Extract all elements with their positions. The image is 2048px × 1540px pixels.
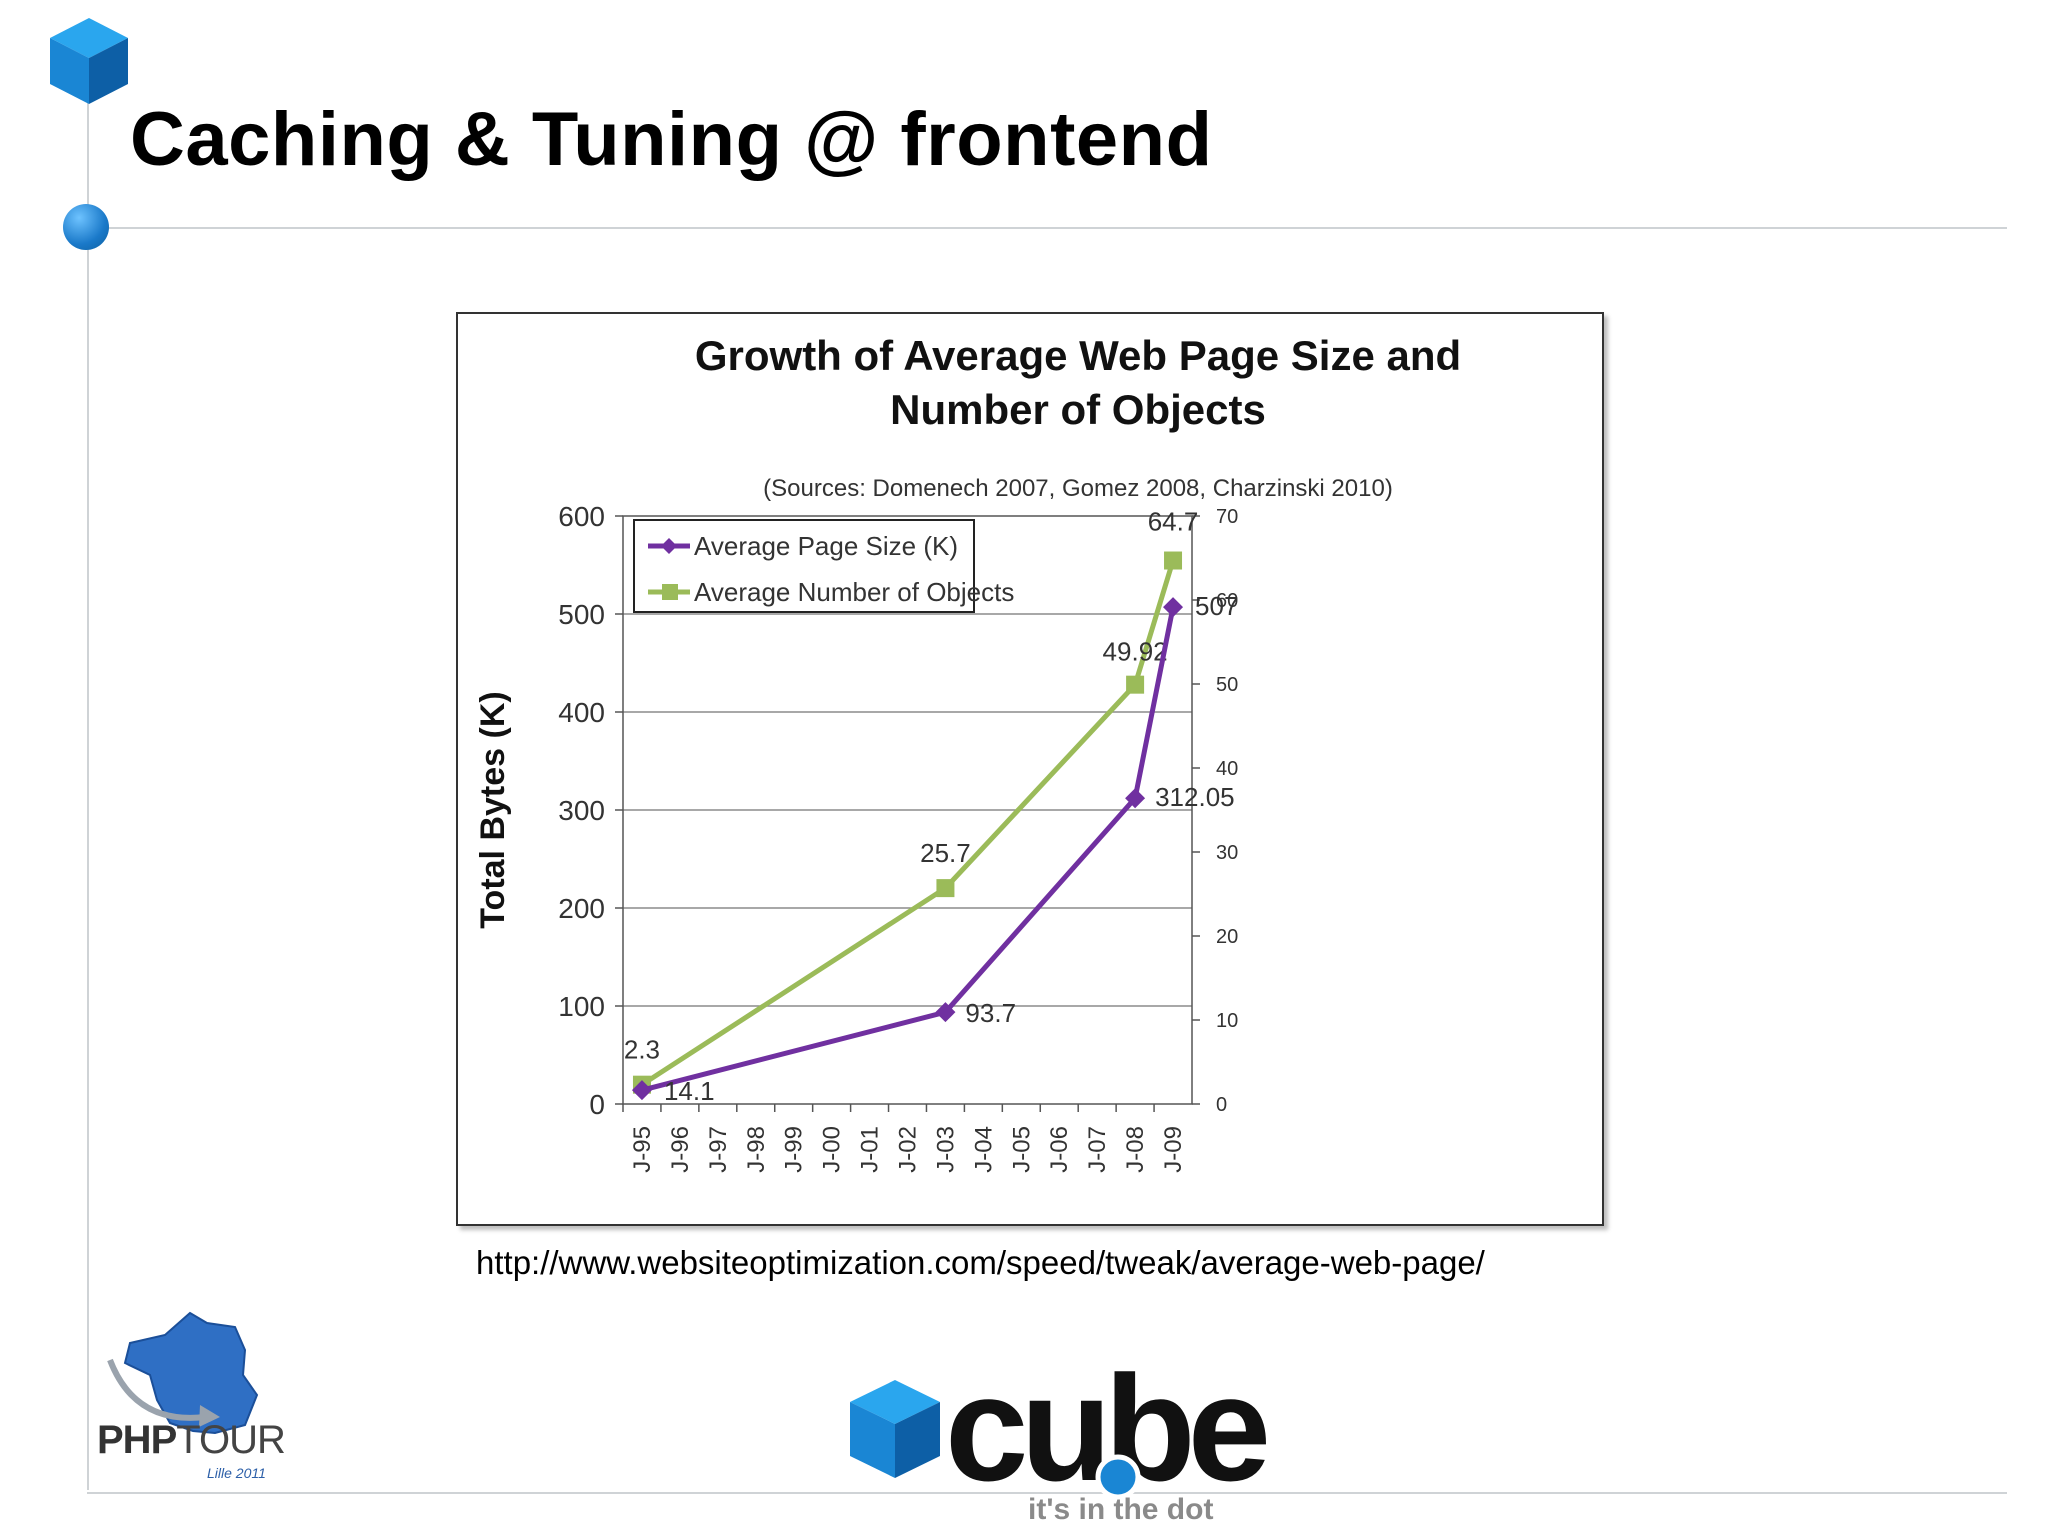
x-tick-label: J-06 <box>1046 1126 1073 1173</box>
y2-tick-label: 10 <box>1216 1010 1238 1032</box>
x-tick-label: J-97 <box>705 1126 732 1173</box>
data-point-diamond <box>1163 597 1184 618</box>
data-point-square <box>1126 675 1145 694</box>
legend-label: Average Page Size (K) <box>694 531 958 561</box>
y2-tick-label: 60 <box>1216 590 1238 612</box>
x-tick-label: J-98 <box>743 1126 770 1173</box>
y2-tick-label: 30 <box>1216 842 1238 864</box>
y-tick-label: 400 <box>558 697 605 728</box>
x-tick-label: J-00 <box>819 1126 846 1173</box>
data-point-diamond <box>935 1002 956 1023</box>
data-point-square <box>936 879 955 898</box>
footer-rule <box>87 1492 2007 1494</box>
y-tick-label: 300 <box>558 795 605 826</box>
legend-marker-square <box>662 584 678 600</box>
x-tick-label: J-05 <box>1008 1126 1035 1173</box>
data-label: 312.05 <box>1155 782 1235 812</box>
x-tick-label: J-95 <box>629 1126 656 1173</box>
data-label: 93.7 <box>965 998 1016 1028</box>
series-line <box>640 559 1176 1087</box>
chart-title-line2: Number of Objects <box>890 386 1266 433</box>
cube-logo: cube <box>850 1344 1275 1512</box>
x-tick-label: J-08 <box>1122 1126 1149 1173</box>
plot-area <box>622 515 1193 1105</box>
data-point-diamond <box>631 1080 652 1101</box>
y-tick-label: 0 <box>589 1089 605 1120</box>
legend-marker-diamond <box>661 538 677 554</box>
y2-tick-label: 0 <box>1216 1094 1227 1116</box>
x-tick-label: J-04 <box>970 1126 997 1173</box>
tagline: it's in the dot <box>1028 1493 1214 1526</box>
data-point-square <box>1164 551 1183 570</box>
y-tick-label: 500 <box>558 599 605 630</box>
phptour-logo-subtitle: Lille 2011 <box>207 1465 266 1481</box>
y2-tick-label: 20 <box>1216 926 1238 948</box>
x-tick-label: J-02 <box>895 1126 922 1173</box>
line-chart: Growth of Average Web Page Size and Numbe… <box>474 332 1461 1173</box>
legend-label: Average Number of Objects <box>694 577 1014 607</box>
x-tick-label: J-03 <box>932 1126 959 1173</box>
blue-dot-icon <box>63 204 109 250</box>
chart-frame: Growth of Average Web Page Size and Numbe… <box>456 312 1604 1226</box>
data-label: 14.1 <box>664 1076 715 1106</box>
x-tick-label: J-99 <box>781 1126 808 1173</box>
chart-title-line1: Growth of Average Web Page Size and <box>695 332 1461 379</box>
y-tick-label: 600 <box>558 501 605 532</box>
y2-tick-label: 50 <box>1216 674 1238 696</box>
chart-subtitle: (Sources: Domenech 2007, Gomez 2008, Cha… <box>763 475 1393 502</box>
phptour-logo-text: PHPTOUR <box>97 1418 286 1462</box>
title-underline <box>87 227 2007 229</box>
france-map-icon <box>107 1311 259 1435</box>
y2-tick-label: 70 <box>1216 506 1238 528</box>
data-label: 25.7 <box>920 838 971 868</box>
x-tick-label: J-01 <box>857 1126 884 1173</box>
cube-icon <box>50 18 128 104</box>
x-tick-label: J-96 <box>667 1126 694 1173</box>
source-url-link[interactable]: http://www.websiteoptimization.com/speed… <box>476 1244 1485 1281</box>
series-line <box>641 606 1176 1093</box>
y2-tick-label: 40 <box>1216 758 1238 780</box>
y-tick-label: 200 <box>558 893 605 924</box>
x-tick-label: J-09 <box>1160 1126 1187 1173</box>
legend-box <box>633 519 975 613</box>
data-label: 64.7 <box>1148 507 1199 537</box>
y-tick-label: 100 <box>558 991 605 1022</box>
data-label: 49.92 <box>1103 637 1168 667</box>
x-tick-label: J-07 <box>1084 1126 1111 1173</box>
left-vertical-rule <box>87 80 89 1490</box>
data-label: 507 <box>1195 591 1238 621</box>
data-point-diamond <box>1125 788 1146 809</box>
slide-title: Caching & Tuning @ frontend <box>130 97 1213 182</box>
data-label: 2.3 <box>624 1035 660 1065</box>
y-axis-title: Total Bytes (K) <box>474 691 512 928</box>
